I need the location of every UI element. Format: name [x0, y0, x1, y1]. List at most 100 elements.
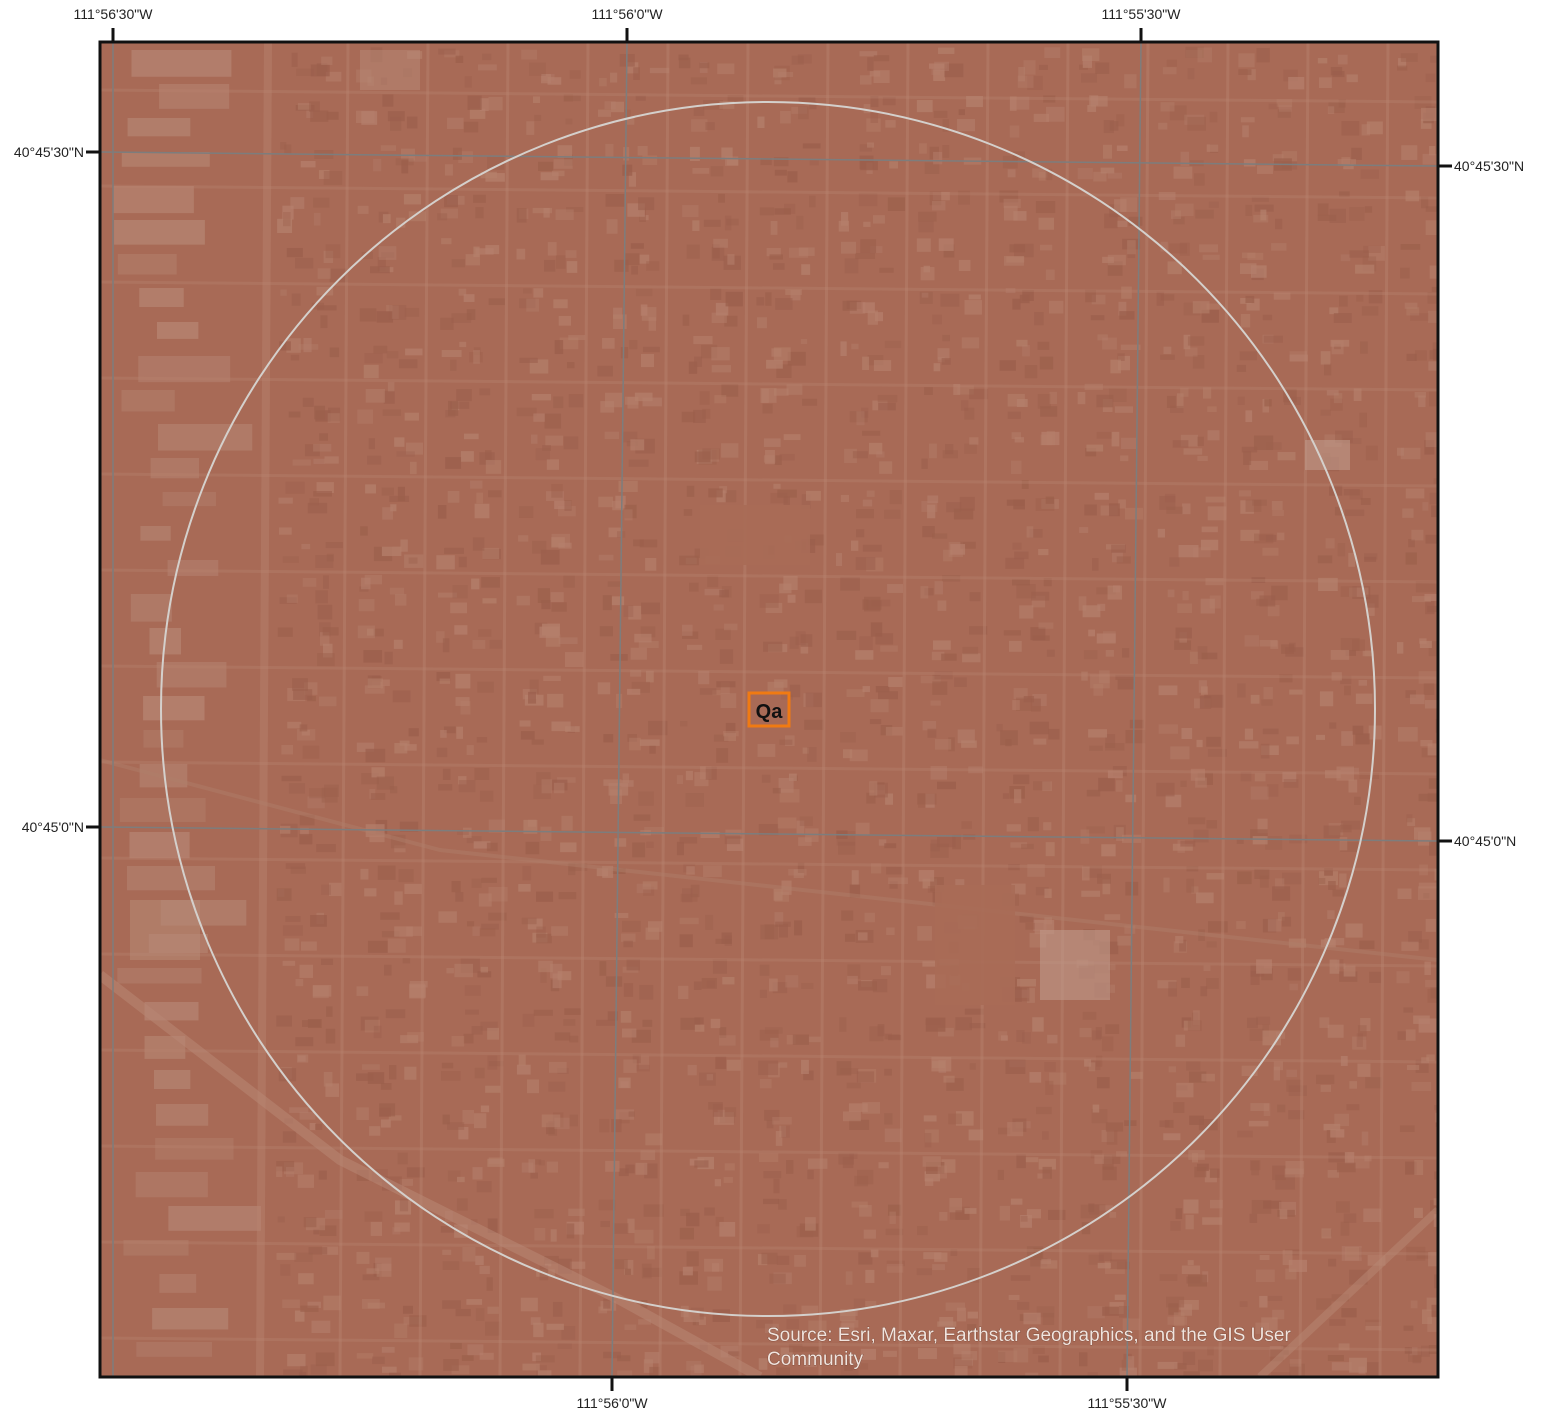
- house-footprint: [1447, 1253, 1455, 1261]
- house-footprint: [545, 435, 564, 446]
- house-footprint: [1158, 685, 1178, 696]
- house-footprint: [1167, 1316, 1188, 1325]
- house-footprint: [799, 816, 813, 827]
- house-footprint: [649, 745, 656, 754]
- house-footprint: [364, 1211, 383, 1222]
- house-footprint: [540, 73, 551, 84]
- house-footprint: [961, 1351, 978, 1361]
- house-footprint: [541, 600, 551, 610]
- house-footprint: [1202, 387, 1212, 399]
- house-footprint: [1092, 1104, 1100, 1113]
- house-footprint: [485, 1321, 501, 1336]
- house-footprint: [1043, 577, 1052, 587]
- house-footprint: [1274, 218, 1283, 230]
- house-footprint: [955, 1017, 972, 1031]
- house-footprint: [1181, 728, 1193, 740]
- house-footprint: [1428, 1344, 1438, 1354]
- house-footprint: [381, 487, 395, 496]
- house-footprint: [1431, 286, 1438, 292]
- house-footprint: [317, 604, 333, 620]
- house-footprint: [1289, 351, 1308, 362]
- house-footprint: [1364, 556, 1377, 562]
- house-footprint: [681, 624, 693, 636]
- house-footprint: [1236, 364, 1247, 372]
- house-footprint: [280, 289, 287, 296]
- house-footprint: [1012, 298, 1021, 310]
- house-footprint: [761, 1252, 778, 1265]
- house-footprint: [962, 653, 981, 663]
- house-footprint: [1197, 436, 1204, 447]
- house-footprint: [809, 160, 819, 166]
- house-footprint: [631, 1029, 652, 1043]
- house-footprint: [280, 142, 287, 150]
- house-footprint: [1200, 686, 1208, 695]
- house-footprint: [1278, 105, 1292, 112]
- house-footprint: [860, 239, 877, 254]
- house-footprint: [534, 114, 542, 121]
- house-footprint: [1165, 794, 1182, 808]
- house-footprint: [518, 1054, 526, 1066]
- house-footprint: [1184, 347, 1198, 357]
- house-footprint: [1317, 57, 1328, 64]
- house-footprint: [1089, 745, 1103, 751]
- house-footprint: [1425, 432, 1438, 448]
- house-footprint: [1208, 921, 1228, 933]
- house-footprint: [765, 292, 772, 306]
- house-footprint: [359, 308, 377, 322]
- source-line-1: Source: Esri, Maxar, Earthstar Geographi…: [767, 1325, 1291, 1346]
- house-footprint: [408, 155, 427, 162]
- house-footprint: [482, 53, 492, 61]
- house-footprint: [1199, 244, 1219, 253]
- house-footprint: [998, 1031, 1008, 1041]
- house-footprint: [379, 1107, 391, 1117]
- building-footprint: [168, 1206, 261, 1231]
- house-footprint: [569, 70, 581, 79]
- house-footprint: [638, 1055, 650, 1070]
- house-footprint: [1093, 684, 1104, 696]
- house-footprint: [1271, 1372, 1291, 1377]
- house-footprint: [519, 357, 538, 363]
- house-footprint: [380, 1119, 391, 1128]
- house-footprint: [302, 397, 314, 407]
- house-footprint: [1259, 639, 1278, 647]
- house-footprint: [1316, 1298, 1332, 1310]
- house-footprint: [642, 397, 662, 407]
- house-footprint: [1193, 547, 1211, 558]
- house-footprint: [770, 492, 788, 504]
- house-footprint: [1081, 1222, 1091, 1235]
- house-footprint: [1180, 387, 1189, 397]
- house-footprint: [1446, 435, 1459, 443]
- house-footprint: [1196, 1163, 1209, 1172]
- house-footprint: [840, 1323, 855, 1333]
- house-footprint: [1238, 69, 1252, 76]
- house-footprint: [1424, 440, 1435, 455]
- house-footprint: [438, 48, 456, 55]
- house-footprint: [364, 1019, 380, 1033]
- house-footprint: [325, 244, 341, 259]
- building-footprint: [167, 560, 219, 576]
- geologic-unit-marker[interactable]: Qa: [747, 691, 791, 728]
- house-footprint: [1445, 586, 1456, 600]
- house-footprint: [550, 592, 564, 603]
- house-footprint: [644, 1163, 658, 1179]
- house-footprint: [791, 55, 804, 65]
- house-footprint: [302, 745, 320, 759]
- house-footprint: [678, 54, 689, 61]
- house-footprint: [603, 779, 622, 786]
- house-footprint: [693, 335, 713, 345]
- house-footprint: [1105, 649, 1114, 657]
- house-footprint: [1333, 393, 1343, 404]
- house-footprint: [707, 1276, 722, 1291]
- house-footprint: [721, 384, 739, 397]
- house-footprint: [382, 214, 391, 224]
- street-grid: [100, 42, 1438, 1377]
- unit-label-box: [747, 691, 791, 728]
- house-footprint: [760, 924, 779, 940]
- house-footprint: [774, 76, 782, 85]
- house-footprint: [1441, 1111, 1454, 1125]
- house-footprint: [321, 787, 338, 803]
- house-footprint: [761, 774, 771, 783]
- house-footprint: [1277, 532, 1285, 541]
- house-footprint: [1354, 796, 1361, 805]
- house-footprint: [1019, 915, 1034, 923]
